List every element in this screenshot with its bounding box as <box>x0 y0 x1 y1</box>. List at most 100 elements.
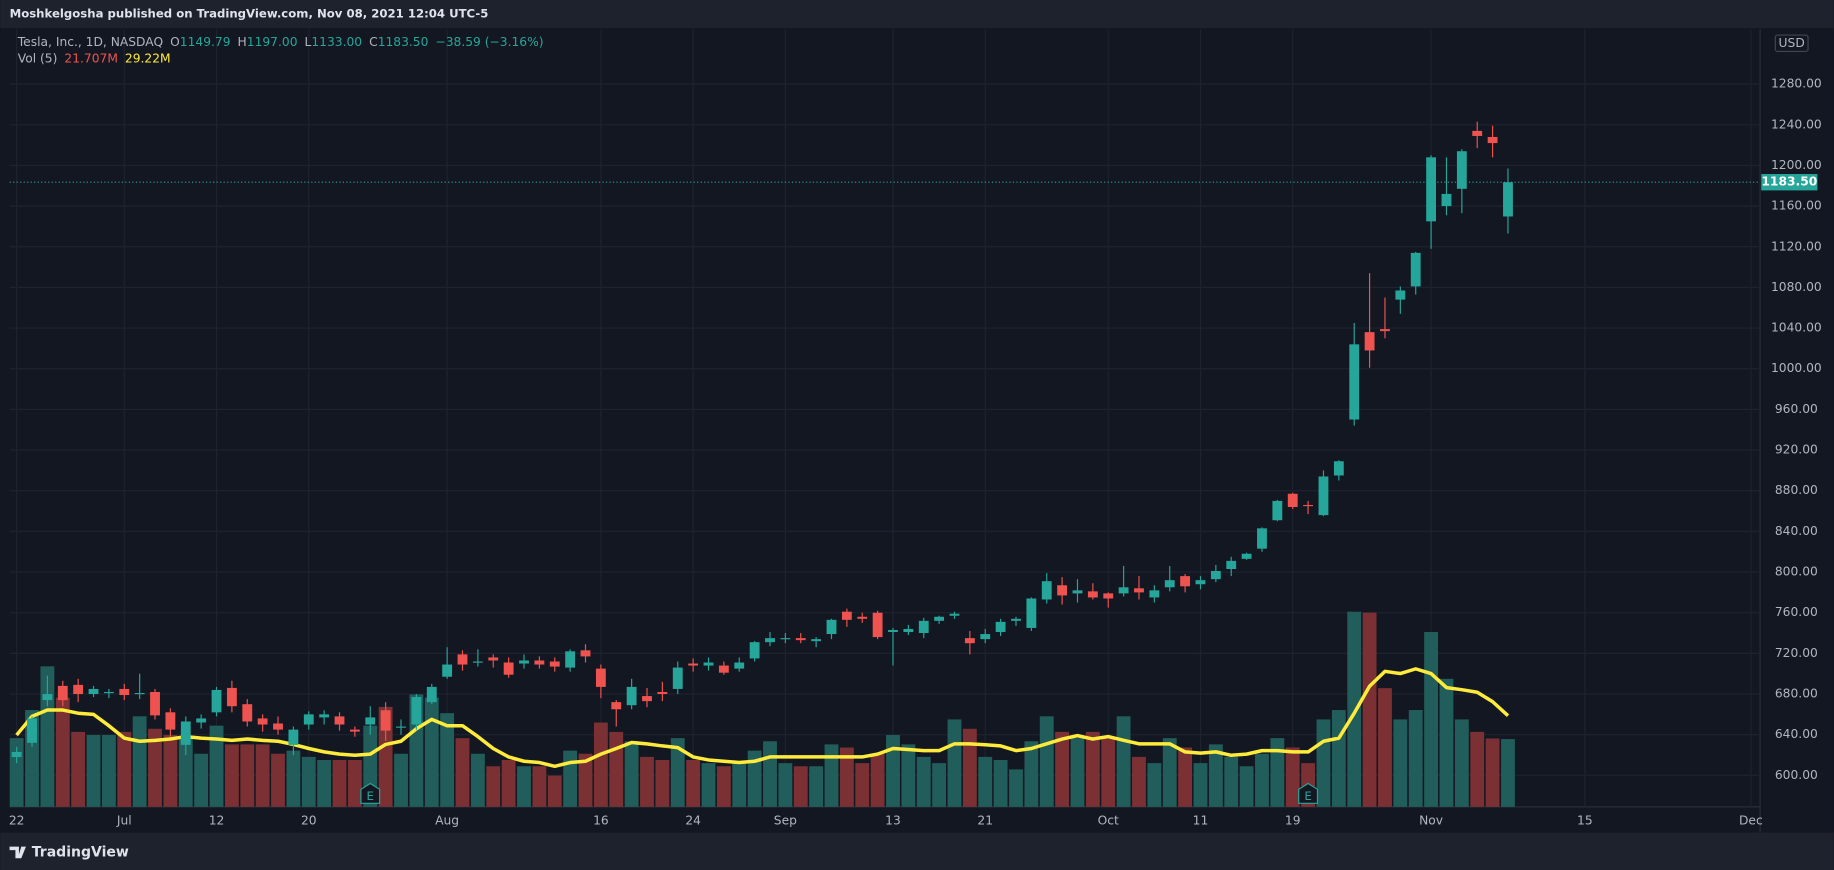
volume-bar <box>71 731 86 807</box>
price-label: 1183.50 <box>1761 175 1817 189</box>
volume-bar <box>1239 766 1254 807</box>
candle-body <box>795 638 806 641</box>
volume-bar <box>394 753 408 807</box>
volume-bar <box>240 744 255 807</box>
volume-bar <box>1347 611 1362 807</box>
volume-bar <box>1270 738 1285 807</box>
volume-bar <box>1147 763 1162 807</box>
legend-symbol: Tesla, Inc., 1D, NASDAQ <box>17 35 163 49</box>
earnings-marker <box>1298 782 1319 804</box>
volume-bar <box>424 697 439 807</box>
candle-body <box>57 685 68 701</box>
y-tick-label: 600.00 <box>1775 768 1818 782</box>
volume-bar <box>1470 731 1485 807</box>
volume-bar <box>117 731 132 807</box>
volume-bar <box>317 760 332 807</box>
volume-bar <box>532 766 547 807</box>
candle-body <box>1011 618 1021 621</box>
candle-body <box>103 691 114 694</box>
candle-body <box>1441 193 1452 207</box>
candle-body <box>1149 590 1160 598</box>
y-tick-label: 800.00 <box>1775 565 1818 579</box>
candle-body <box>1026 598 1037 628</box>
candle-body <box>349 729 360 732</box>
volume-bar <box>1085 731 1100 807</box>
x-tick-label: 20 <box>301 813 317 827</box>
candle-body <box>642 696 652 702</box>
candle-body <box>273 723 283 730</box>
volume-bar <box>993 760 1008 807</box>
candle-body <box>1503 182 1513 217</box>
volume-bar <box>778 763 793 807</box>
candle-body <box>1180 576 1191 587</box>
candle-body <box>1426 157 1437 222</box>
candle-body <box>1087 591 1098 598</box>
candle-body <box>11 751 22 758</box>
volume-bar <box>1331 710 1346 807</box>
candle-body <box>1380 329 1390 332</box>
bottom-bar <box>0 832 1834 870</box>
legend-value: 1183.50 <box>378 35 429 49</box>
candle-body <box>257 718 268 725</box>
candle-body <box>964 638 975 644</box>
logo-icon <box>9 846 26 859</box>
y-tick-label: 760.00 <box>1775 605 1818 619</box>
volume-ma-line <box>15 667 1510 769</box>
candle-body <box>472 661 483 663</box>
y-tick-label: 640.00 <box>1775 727 1818 741</box>
x-tick-label: Jul <box>116 813 132 827</box>
volume-bar <box>1009 769 1023 807</box>
candle-body <box>734 662 745 669</box>
volume-bar <box>1485 738 1500 807</box>
candle-body <box>934 616 945 621</box>
candle-body <box>672 667 683 689</box>
legend-volume-value: 21.707M <box>64 51 118 65</box>
candle-body <box>334 716 345 725</box>
volume-bar <box>1408 710 1423 807</box>
volume-bar <box>1255 753 1269 807</box>
candle-body <box>872 612 883 638</box>
volume-bar <box>1024 741 1039 807</box>
volume-bar <box>1393 719 1408 807</box>
y-tick-label: 1080.00 <box>1771 280 1822 294</box>
candle-body <box>703 662 714 666</box>
volume-bar <box>1070 738 1085 807</box>
axes: 600.00 640.00 680.00 720.00 760.00 800.00 840.… <box>9 77 1822 828</box>
candle-body <box>365 717 376 725</box>
volume-bar <box>624 741 639 807</box>
candle-body <box>488 657 499 661</box>
candle-body <box>442 664 453 677</box>
volume-bar <box>670 738 685 807</box>
earnings-label: E <box>367 789 374 803</box>
volume-bar <box>224 744 239 807</box>
x-tick-label: 21 <box>977 813 993 827</box>
earnings-marker <box>360 782 381 804</box>
x-tick-label: 24 <box>685 813 701 827</box>
candle-body <box>319 714 330 718</box>
volume-bar <box>132 716 147 807</box>
volume-bar <box>747 750 762 807</box>
volume-bar <box>440 713 455 807</box>
candle-body <box>1472 130 1483 136</box>
candle-body <box>765 638 775 643</box>
volume-bar <box>86 735 101 807</box>
volume-bar <box>1362 612 1377 807</box>
symbol-legend: Tesla, Inc., 1D, NASDAQ O1149.79 H1197.00 L… <box>17 35 544 49</box>
y-tick-label: 1280.00 <box>1771 77 1822 91</box>
candle-body <box>1395 290 1406 300</box>
volume-bar <box>932 763 947 807</box>
volume-bar <box>1439 678 1454 807</box>
candle-body <box>749 642 760 659</box>
volume-bar <box>332 760 347 807</box>
volume-bar <box>716 766 731 807</box>
candle-body <box>595 668 606 687</box>
candle-body <box>580 650 591 657</box>
volume-bar <box>839 747 854 807</box>
candle-body <box>1072 590 1083 594</box>
y-tick-label: 680.00 <box>1775 687 1818 701</box>
volume-bar <box>1424 631 1439 807</box>
candle-body <box>73 684 84 695</box>
candles <box>11 121 1513 764</box>
volume-legend: Vol (5) 21.707M 29.22M <box>18 51 171 65</box>
